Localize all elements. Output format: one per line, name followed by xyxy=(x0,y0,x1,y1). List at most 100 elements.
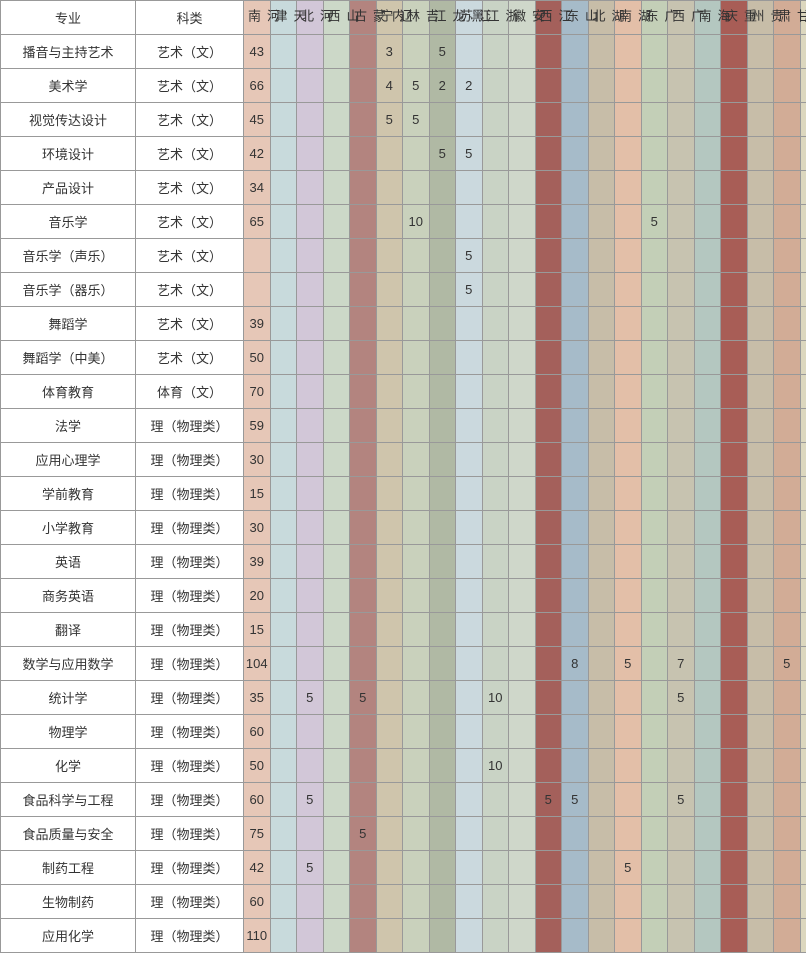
cell-value xyxy=(800,137,806,171)
cell-value xyxy=(429,783,456,817)
cell-value xyxy=(535,885,562,919)
cell-value xyxy=(721,477,748,511)
cell-value xyxy=(615,69,642,103)
cell-value xyxy=(376,919,403,953)
cell-value xyxy=(270,681,297,715)
table-row: 舞蹈学（中美）艺术（文）50 xyxy=(1,341,806,375)
cell-value: 15 xyxy=(244,477,271,511)
cell-value xyxy=(456,443,483,477)
cell-value xyxy=(323,579,350,613)
cell-value: 66 xyxy=(244,69,271,103)
cell-value xyxy=(509,477,536,511)
cell-value: 65 xyxy=(244,205,271,239)
cell-value xyxy=(774,443,801,477)
cell-value xyxy=(694,171,721,205)
cell-value xyxy=(721,749,748,783)
table-body: 播音与主持艺术艺术（文）4335美术学艺术（文）664522视觉传达设计艺术（文… xyxy=(1,35,806,953)
cell-value xyxy=(747,205,774,239)
cell-major: 物理学 xyxy=(1,715,136,749)
table-row: 音乐学（器乐）艺术（文）5 xyxy=(1,273,806,307)
cell-value xyxy=(694,205,721,239)
cell-value xyxy=(800,749,806,783)
table-header-row: 专业 科类 河南天津河北山西内蒙古辽宁吉林黑龙江江苏浙江安徽江西山东湖北湖南广东… xyxy=(1,1,806,35)
cell-value xyxy=(270,375,297,409)
cell-value xyxy=(403,749,430,783)
cell-value xyxy=(747,69,774,103)
cell-value xyxy=(535,715,562,749)
cell-value xyxy=(403,579,430,613)
cell-value xyxy=(774,613,801,647)
cell-value xyxy=(429,511,456,545)
cell-value xyxy=(270,35,297,69)
cell-value: 60 xyxy=(244,715,271,749)
cell-value xyxy=(721,919,748,953)
cell-value xyxy=(668,545,695,579)
cell-value xyxy=(350,341,377,375)
cell-value xyxy=(350,103,377,137)
cell-value xyxy=(297,239,324,273)
table-row: 物理学理（物理类）60 xyxy=(1,715,806,749)
cell-value xyxy=(509,511,536,545)
cell-value xyxy=(482,783,509,817)
cell-major: 播音与主持艺术 xyxy=(1,35,136,69)
cell-value xyxy=(297,885,324,919)
cell-major: 英语 xyxy=(1,545,136,579)
cell-value xyxy=(562,613,589,647)
cell-value xyxy=(456,919,483,953)
cell-value xyxy=(376,341,403,375)
col-major: 专业 xyxy=(1,1,136,35)
cell-value xyxy=(323,341,350,375)
cell-value xyxy=(535,69,562,103)
cell-value xyxy=(297,545,324,579)
cell-value xyxy=(747,35,774,69)
cell-value xyxy=(323,409,350,443)
cell-major: 应用化学 xyxy=(1,919,136,953)
cell-value: 39 xyxy=(244,307,271,341)
table-row: 商务英语理（物理类）20 xyxy=(1,579,806,613)
cell-value xyxy=(562,69,589,103)
cell-value xyxy=(641,137,668,171)
cell-value xyxy=(747,885,774,919)
cell-value xyxy=(721,647,748,681)
cell-value xyxy=(376,375,403,409)
cell-value xyxy=(668,919,695,953)
cell-value xyxy=(429,239,456,273)
cell-major: 小学教育 xyxy=(1,511,136,545)
cell-value xyxy=(270,545,297,579)
cell-value xyxy=(270,341,297,375)
cell-value xyxy=(800,647,806,681)
cell-value xyxy=(297,749,324,783)
cell-value xyxy=(562,749,589,783)
cell-value: 7 xyxy=(668,647,695,681)
cell-value xyxy=(774,35,801,69)
cell-value xyxy=(376,783,403,817)
cell-value xyxy=(509,443,536,477)
cell-value xyxy=(747,715,774,749)
cell-value xyxy=(641,171,668,205)
cell-value xyxy=(800,171,806,205)
cell-value xyxy=(482,817,509,851)
cell-value xyxy=(482,477,509,511)
cell-value xyxy=(456,579,483,613)
cell-value xyxy=(562,205,589,239)
cell-value xyxy=(668,851,695,885)
cell-value xyxy=(694,375,721,409)
cell-value: 42 xyxy=(244,851,271,885)
cell-category: 艺术（文） xyxy=(136,239,244,273)
cell-value: 5 xyxy=(456,273,483,307)
table-row: 统计学理（物理类）3555105 xyxy=(1,681,806,715)
cell-value xyxy=(376,409,403,443)
cell-value xyxy=(482,919,509,953)
cell-value xyxy=(721,613,748,647)
cell-value xyxy=(482,273,509,307)
cell-major: 法学 xyxy=(1,409,136,443)
cell-value xyxy=(615,783,642,817)
cell-category: 理（物理类） xyxy=(136,715,244,749)
cell-value xyxy=(747,239,774,273)
cell-value xyxy=(588,885,615,919)
table-row: 音乐学（声乐）艺术（文）5 xyxy=(1,239,806,273)
cell-value xyxy=(774,749,801,783)
cell-value xyxy=(350,477,377,511)
cell-value xyxy=(244,273,271,307)
cell-value xyxy=(668,511,695,545)
